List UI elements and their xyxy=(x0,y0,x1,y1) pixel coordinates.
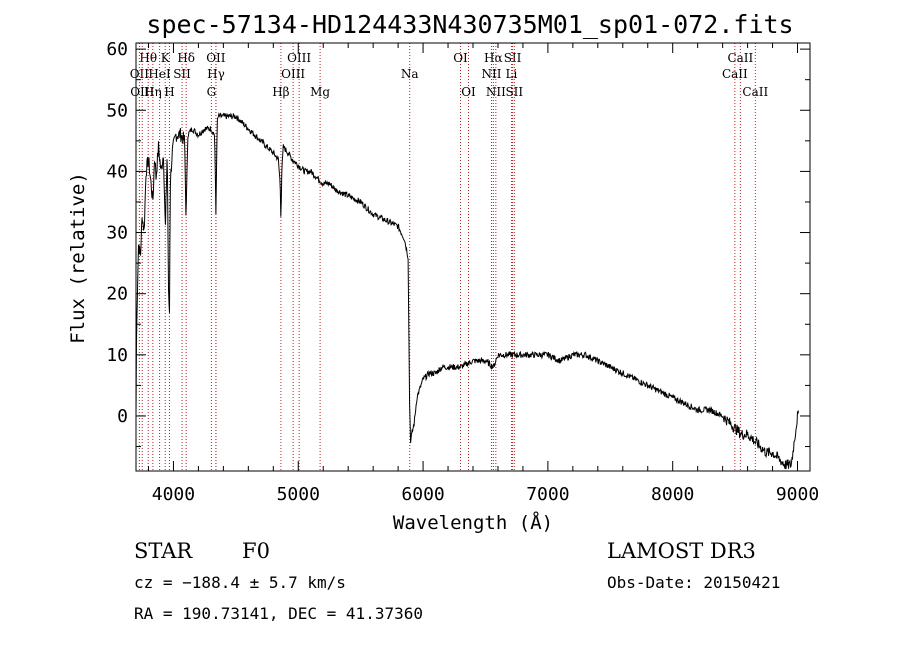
line-marker-label: K xyxy=(161,51,171,65)
x-tick-label: 8000 xyxy=(651,484,694,505)
y-tick-label: 50 xyxy=(106,100,128,121)
line-marker-label: Hα xyxy=(484,51,503,65)
x-tick-label: 4000 xyxy=(152,484,195,505)
spectrum-line xyxy=(135,112,799,470)
line-marker-label: SII xyxy=(504,51,522,65)
obs-date: Obs-Date: 20150421 xyxy=(607,573,780,592)
coordinates: RA = 190.73141, DEC = 41.37360 xyxy=(134,604,423,623)
y-axis-label: Flux (relative) xyxy=(67,172,89,344)
y-tick-label: 40 xyxy=(106,161,128,182)
line-marker-label: CaII xyxy=(727,51,753,65)
line-marker-label: Hγ xyxy=(207,67,225,81)
line-marker-label: CaII xyxy=(742,85,768,99)
y-tick-label: 20 xyxy=(106,284,128,305)
x-tick-label: 7000 xyxy=(526,484,569,505)
y-tick-label: 60 xyxy=(106,39,128,60)
line-marker-label: OII xyxy=(130,67,150,81)
y-tick-label: 0 xyxy=(117,406,128,427)
plot-frame xyxy=(135,42,811,472)
axis-ticks: 4000 5000 6000 7000 8000 9000 0 10 20 30 40 50 60 xyxy=(106,39,819,505)
line-marker-label: OIII xyxy=(287,51,311,65)
line-marker-label: Mg xyxy=(310,85,330,99)
line-marker-label: Hη xyxy=(144,85,162,99)
object-class: STAR xyxy=(134,539,193,563)
line-marker-label: OI xyxy=(461,85,476,99)
line-marker-label: SII xyxy=(505,85,523,99)
line-marker-label: Hδ xyxy=(177,51,195,65)
line-marker-label: Hβ xyxy=(272,85,289,99)
line-marker-label: NII xyxy=(486,85,506,99)
x-tick-label: 9000 xyxy=(776,484,819,505)
x-tick-label: 6000 xyxy=(401,484,444,505)
x-axis-label: Wavelength (Å) xyxy=(393,511,553,534)
line-marker-label: NII xyxy=(481,67,501,81)
x-tick-label: 5000 xyxy=(277,484,320,505)
object-subclass: F0 xyxy=(242,539,270,563)
line-marker-label: SII xyxy=(173,67,191,81)
chart-title: spec-57134-HD124433N430735M01_sp01-072.f… xyxy=(146,10,793,39)
line-marker-label: CaII xyxy=(722,67,748,81)
line-marker-label: H xyxy=(164,85,174,99)
redshift-readout: cz = −188.4 ± 5.7 km/s xyxy=(134,573,346,592)
line-marker-label: OIII xyxy=(281,67,305,81)
survey-name: LAMOST DR3 xyxy=(607,539,756,563)
y-tick-label: 10 xyxy=(106,345,128,366)
line-marker-label: Na xyxy=(401,67,419,81)
line-marker-label: G xyxy=(207,85,217,99)
y-tick-label: 30 xyxy=(106,223,128,244)
line-marker-label: HeI xyxy=(148,67,171,81)
line-marker-label: Li xyxy=(506,67,518,81)
line-marker-label: OI xyxy=(453,51,468,65)
